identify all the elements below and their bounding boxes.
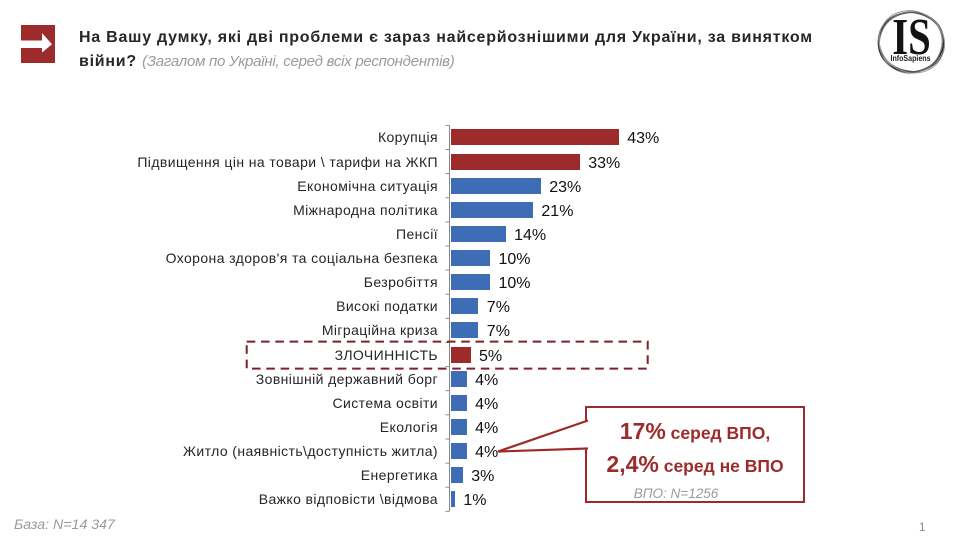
- svg-text:InfoSapiens: InfoSapiens: [891, 54, 931, 63]
- svg-text:IS: IS: [892, 9, 931, 66]
